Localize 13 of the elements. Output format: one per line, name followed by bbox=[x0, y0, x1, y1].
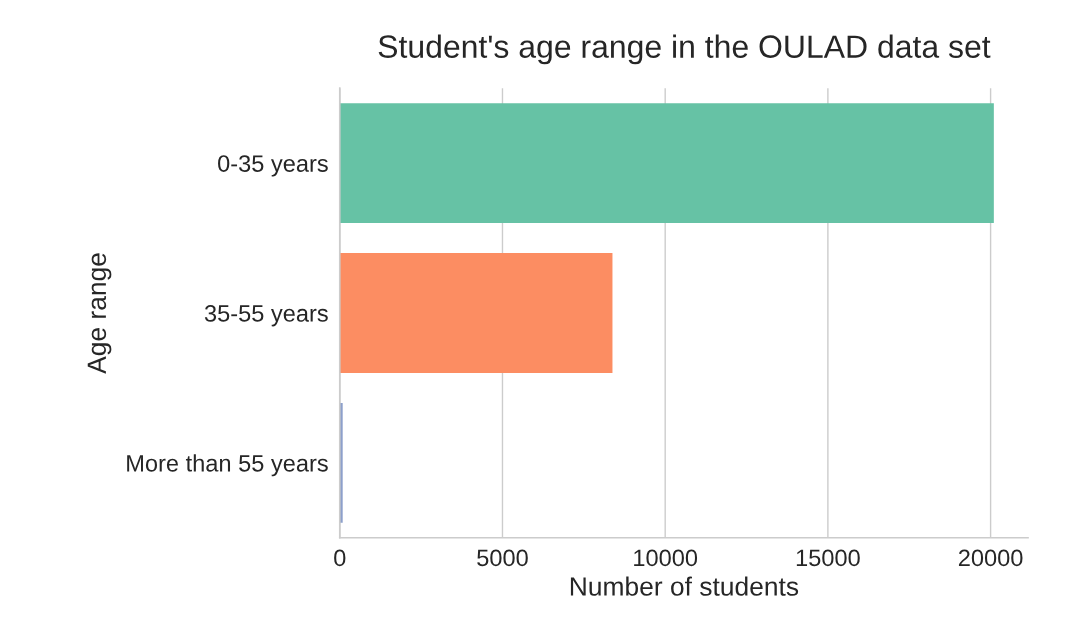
bar bbox=[339, 103, 994, 224]
y-tick-label: More than 55 years bbox=[127, 454, 328, 477]
chart-title: Student's age range in the OULAD data set bbox=[378, 34, 991, 65]
x-tick-label: 15000 bbox=[796, 549, 860, 567]
bar bbox=[339, 253, 613, 373]
x-tick-label: 0 bbox=[334, 549, 346, 567]
y-tick-label: 35-55 years bbox=[204, 305, 328, 327]
x-tick-label: 5000 bbox=[477, 549, 528, 567]
y-axis-title: Age range bbox=[87, 253, 112, 374]
x-tick-label: 10000 bbox=[634, 549, 698, 567]
x-tick-label: 20000 bbox=[958, 549, 1023, 567]
x-axis-title: Number of students bbox=[570, 576, 799, 596]
y-tick-label: 0-35 years bbox=[218, 155, 328, 177]
